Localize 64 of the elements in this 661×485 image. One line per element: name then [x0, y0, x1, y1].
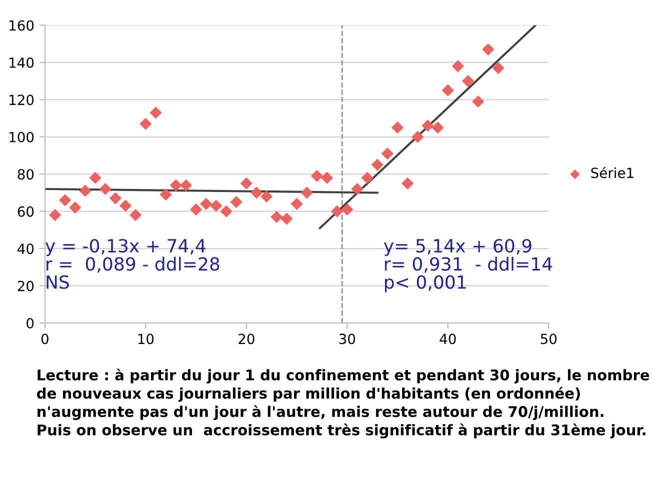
x-tick-label: 20 [238, 334, 254, 344]
y-tick-label: 60 [18, 206, 34, 217]
y-tick-label: 40 [18, 244, 34, 254]
annotation: y= 5,14x + 60,9 r= 0,931 - ddl=14 p< 0,001 [384, 238, 552, 292]
point [79, 184, 92, 197]
point [210, 200, 222, 212]
point [260, 190, 273, 203]
point [48, 209, 62, 222]
point [130, 209, 142, 222]
x-tick-label: 40 [440, 334, 456, 344]
point [432, 122, 444, 134]
point [230, 196, 242, 208]
point [320, 172, 334, 184]
annotation: y = -0,13x + 74,4 r = 0,089 - ddl=28 NS [45, 238, 220, 289]
point [310, 170, 323, 182]
point [371, 158, 384, 171]
text: Lecture : à partir du jour 1 du confinement et pendant 30 jours, le nombre de nouveaux cas journaliers par million d'habitants (en ordonnée) n'augmente pas d'un jour à l'autre, mais reste autour de 70/j/million. Puis on observe un accroissement très significatif à partir du 31ème jour. [37, 368, 650, 438]
point [381, 148, 394, 160]
x-tick-label: 10 [138, 334, 154, 344]
point [492, 62, 504, 74]
x-tick-label: 30 [339, 334, 356, 344]
point [402, 177, 414, 190]
point [482, 43, 494, 56]
point [270, 210, 283, 223]
point [150, 106, 162, 119]
y-tick-label: 100 [10, 132, 34, 142]
point [412, 130, 424, 143]
point [109, 192, 122, 204]
point [462, 75, 474, 88]
point [391, 122, 404, 134]
y-tick-label: 0 [26, 318, 34, 328]
y-tick-label: 80 [18, 169, 34, 180]
point [331, 205, 344, 218]
point [280, 212, 293, 225]
point [351, 182, 364, 196]
point [452, 60, 464, 72]
point [220, 205, 232, 218]
point [190, 203, 202, 216]
point [59, 194, 72, 206]
point [361, 172, 374, 184]
point [341, 203, 354, 216]
point [69, 202, 82, 214]
point [170, 179, 182, 192]
legend-label: Série1 [591, 166, 634, 178]
point [300, 186, 313, 199]
point [119, 200, 132, 212]
y-tick-label: 20 [18, 280, 34, 292]
y-tick-label: 120 [10, 94, 34, 106]
point [140, 118, 152, 130]
point [422, 120, 434, 132]
y-tick-label: 140 [10, 57, 34, 68]
point [442, 84, 454, 96]
point [290, 198, 303, 210]
x-tick-label: 0 [41, 334, 48, 344]
point [180, 179, 192, 192]
point [99, 182, 112, 196]
point [160, 188, 172, 201]
point [472, 95, 484, 108]
point [89, 172, 102, 184]
y-tick-label: 160 [10, 20, 34, 31]
point [250, 186, 263, 199]
point [240, 177, 252, 190]
point [200, 198, 212, 210]
x-tick-label: 50 [540, 334, 557, 344]
